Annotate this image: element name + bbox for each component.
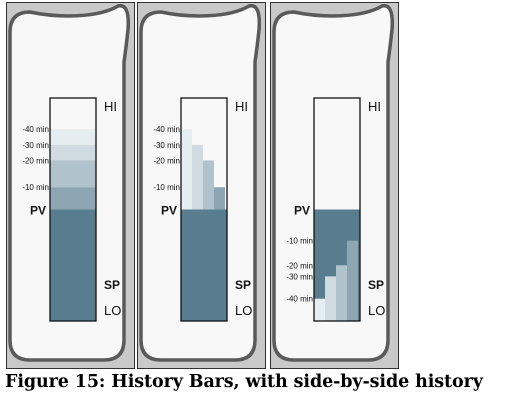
sp-label: SP [104, 278, 120, 292]
panel-2: HI LO PV SP -10 min -20 min -30 min -40 min [137, 2, 266, 369]
history-column [325, 276, 336, 321]
history-column [181, 129, 192, 210]
history-column [203, 160, 214, 210]
history-band [50, 187, 96, 210]
hi-label: HI [368, 99, 381, 114]
history-label: -30 min [153, 141, 180, 150]
hi-label: HI [235, 99, 248, 114]
history-column [214, 187, 225, 210]
sp-label: SP [368, 278, 384, 292]
lo-label: LO [235, 303, 252, 318]
sp-label: SP [235, 278, 251, 292]
history-band [50, 160, 96, 188]
history-column [347, 240, 358, 321]
history-label: -20 min [153, 156, 180, 165]
history-column [192, 144, 203, 210]
bar-frame [49, 97, 97, 322]
panel-1: HI LO PV SP -10 min -20 min -30 min -40 min [6, 2, 135, 369]
bar-frame [313, 97, 361, 322]
panel-3: HI LO PV SP -10 min -20 min -30 min -40 min [270, 2, 399, 369]
history-column [314, 298, 325, 321]
history-column [336, 265, 347, 321]
pv-label: PV [161, 204, 177, 218]
history-label: -40 min [153, 125, 180, 134]
history-band [50, 144, 96, 161]
bar-frame [180, 97, 228, 322]
lo-label: LO [368, 303, 385, 318]
history-label: -20 min [286, 261, 313, 270]
history-label: -40 min [22, 125, 49, 134]
history-bars-figure: HI LO PV SP -10 min -20 min -30 min -40 min HI LO… [6, 2, 399, 369]
panel-card [272, 3, 395, 362]
history-label: -10 min [22, 183, 49, 192]
lo-label: LO [104, 303, 121, 318]
history-label: -30 min [22, 141, 49, 150]
history-label: -20 min [22, 156, 49, 165]
history-band [50, 129, 96, 145]
figure-caption: Figure 15: History Bars, with side-by-si… [5, 372, 483, 392]
hi-label: HI [104, 99, 117, 114]
history-label: -10 min [286, 237, 313, 246]
history-label: -10 min [153, 183, 180, 192]
pv-label: PV [30, 204, 46, 218]
pv-fill [181, 209, 227, 321]
history-label: -40 min [286, 295, 313, 304]
pv-fill [50, 209, 96, 321]
pv-label: PV [294, 204, 310, 218]
history-label: -30 min [286, 272, 313, 281]
